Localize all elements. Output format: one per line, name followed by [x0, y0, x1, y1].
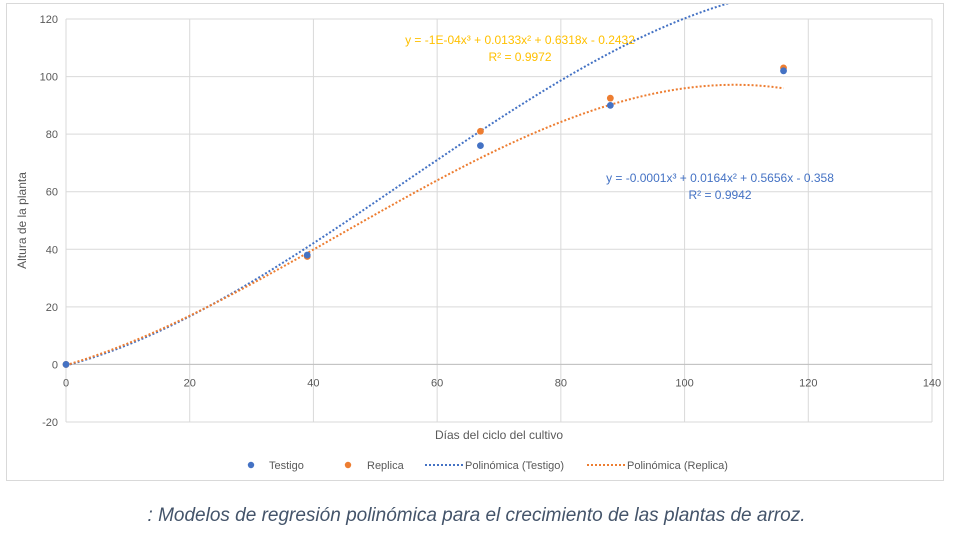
point-replica-2 [477, 127, 484, 135]
trendlines [65, 4, 784, 367]
y-tick-label: 0 [52, 359, 58, 371]
equation-testigo: y = -0.0001x³ + 0.0164x² + 0.5656x - 0.3… [606, 171, 834, 185]
legend: Testigo Replica Polinómica (Testigo) Pol… [247, 460, 728, 472]
y-tick-label: -20 [42, 417, 58, 429]
tick-labels: -20 0 20 40 60 80 100 120 0 20 40 60 80 100 120 140 [40, 14, 942, 429]
x-tick-label: 40 [307, 377, 319, 389]
x-tick-label: 0 [63, 377, 69, 389]
trendline-replica [65, 83, 784, 367]
y-tick-label: 120 [40, 14, 58, 26]
figure-caption: : Modelos de regresión polinómica para e… [147, 505, 806, 526]
point-testigo-0 [62, 361, 70, 368]
y-tick-label: 20 [46, 302, 58, 314]
legend-label-polinomica-replica: Polinómica (Replica) [627, 460, 728, 472]
equation-replica: y = -1E-04x³ + 0.0133x² + 0.6318x - 0.24… [405, 33, 635, 47]
y-tick-label: 80 [46, 129, 58, 141]
chart-frame: -20 0 20 40 60 80 100 120 0 20 40 60 80 100 120 140 Día… [6, 3, 944, 481]
x-tick-label: 120 [799, 377, 817, 389]
legend-label-replica: Replica [367, 460, 405, 472]
grid-layer [65, 18, 933, 423]
point-testigo-3 [606, 101, 614, 109]
data-points [62, 64, 787, 368]
y-axis-title: Altura de la planta [15, 172, 29, 269]
y-tick-label: 40 [46, 244, 58, 256]
x-tick-label: 60 [431, 377, 443, 389]
y-tick-label: 60 [46, 187, 58, 199]
legend-label-testigo: Testigo [269, 460, 304, 472]
r2-testigo: R² = 0.9942 [688, 188, 751, 202]
x-tick-label: 80 [555, 377, 567, 389]
x-tick-label: 100 [675, 377, 693, 389]
point-testigo-1 [303, 251, 311, 259]
legend-marker-replica [344, 461, 352, 469]
chart-plot: -20 0 20 40 60 80 100 120 0 20 40 60 80 100 120 140 Día… [15, 4, 942, 472]
x-tick-label: 20 [184, 377, 196, 389]
y-tick-label: 100 [40, 72, 58, 84]
x-axis-title: Días del ciclo del cultivo [435, 428, 563, 442]
legend-label-polinomica-testigo: Polinómica (Testigo) [465, 460, 564, 472]
x-tick-label: 140 [923, 377, 941, 389]
point-testigo-2 [477, 142, 484, 150]
point-replica-3 [606, 94, 614, 102]
legend-marker-testigo [247, 461, 255, 469]
point-testigo-4 [780, 67, 787, 75]
r2-replica: R² = 0.9972 [488, 50, 551, 64]
